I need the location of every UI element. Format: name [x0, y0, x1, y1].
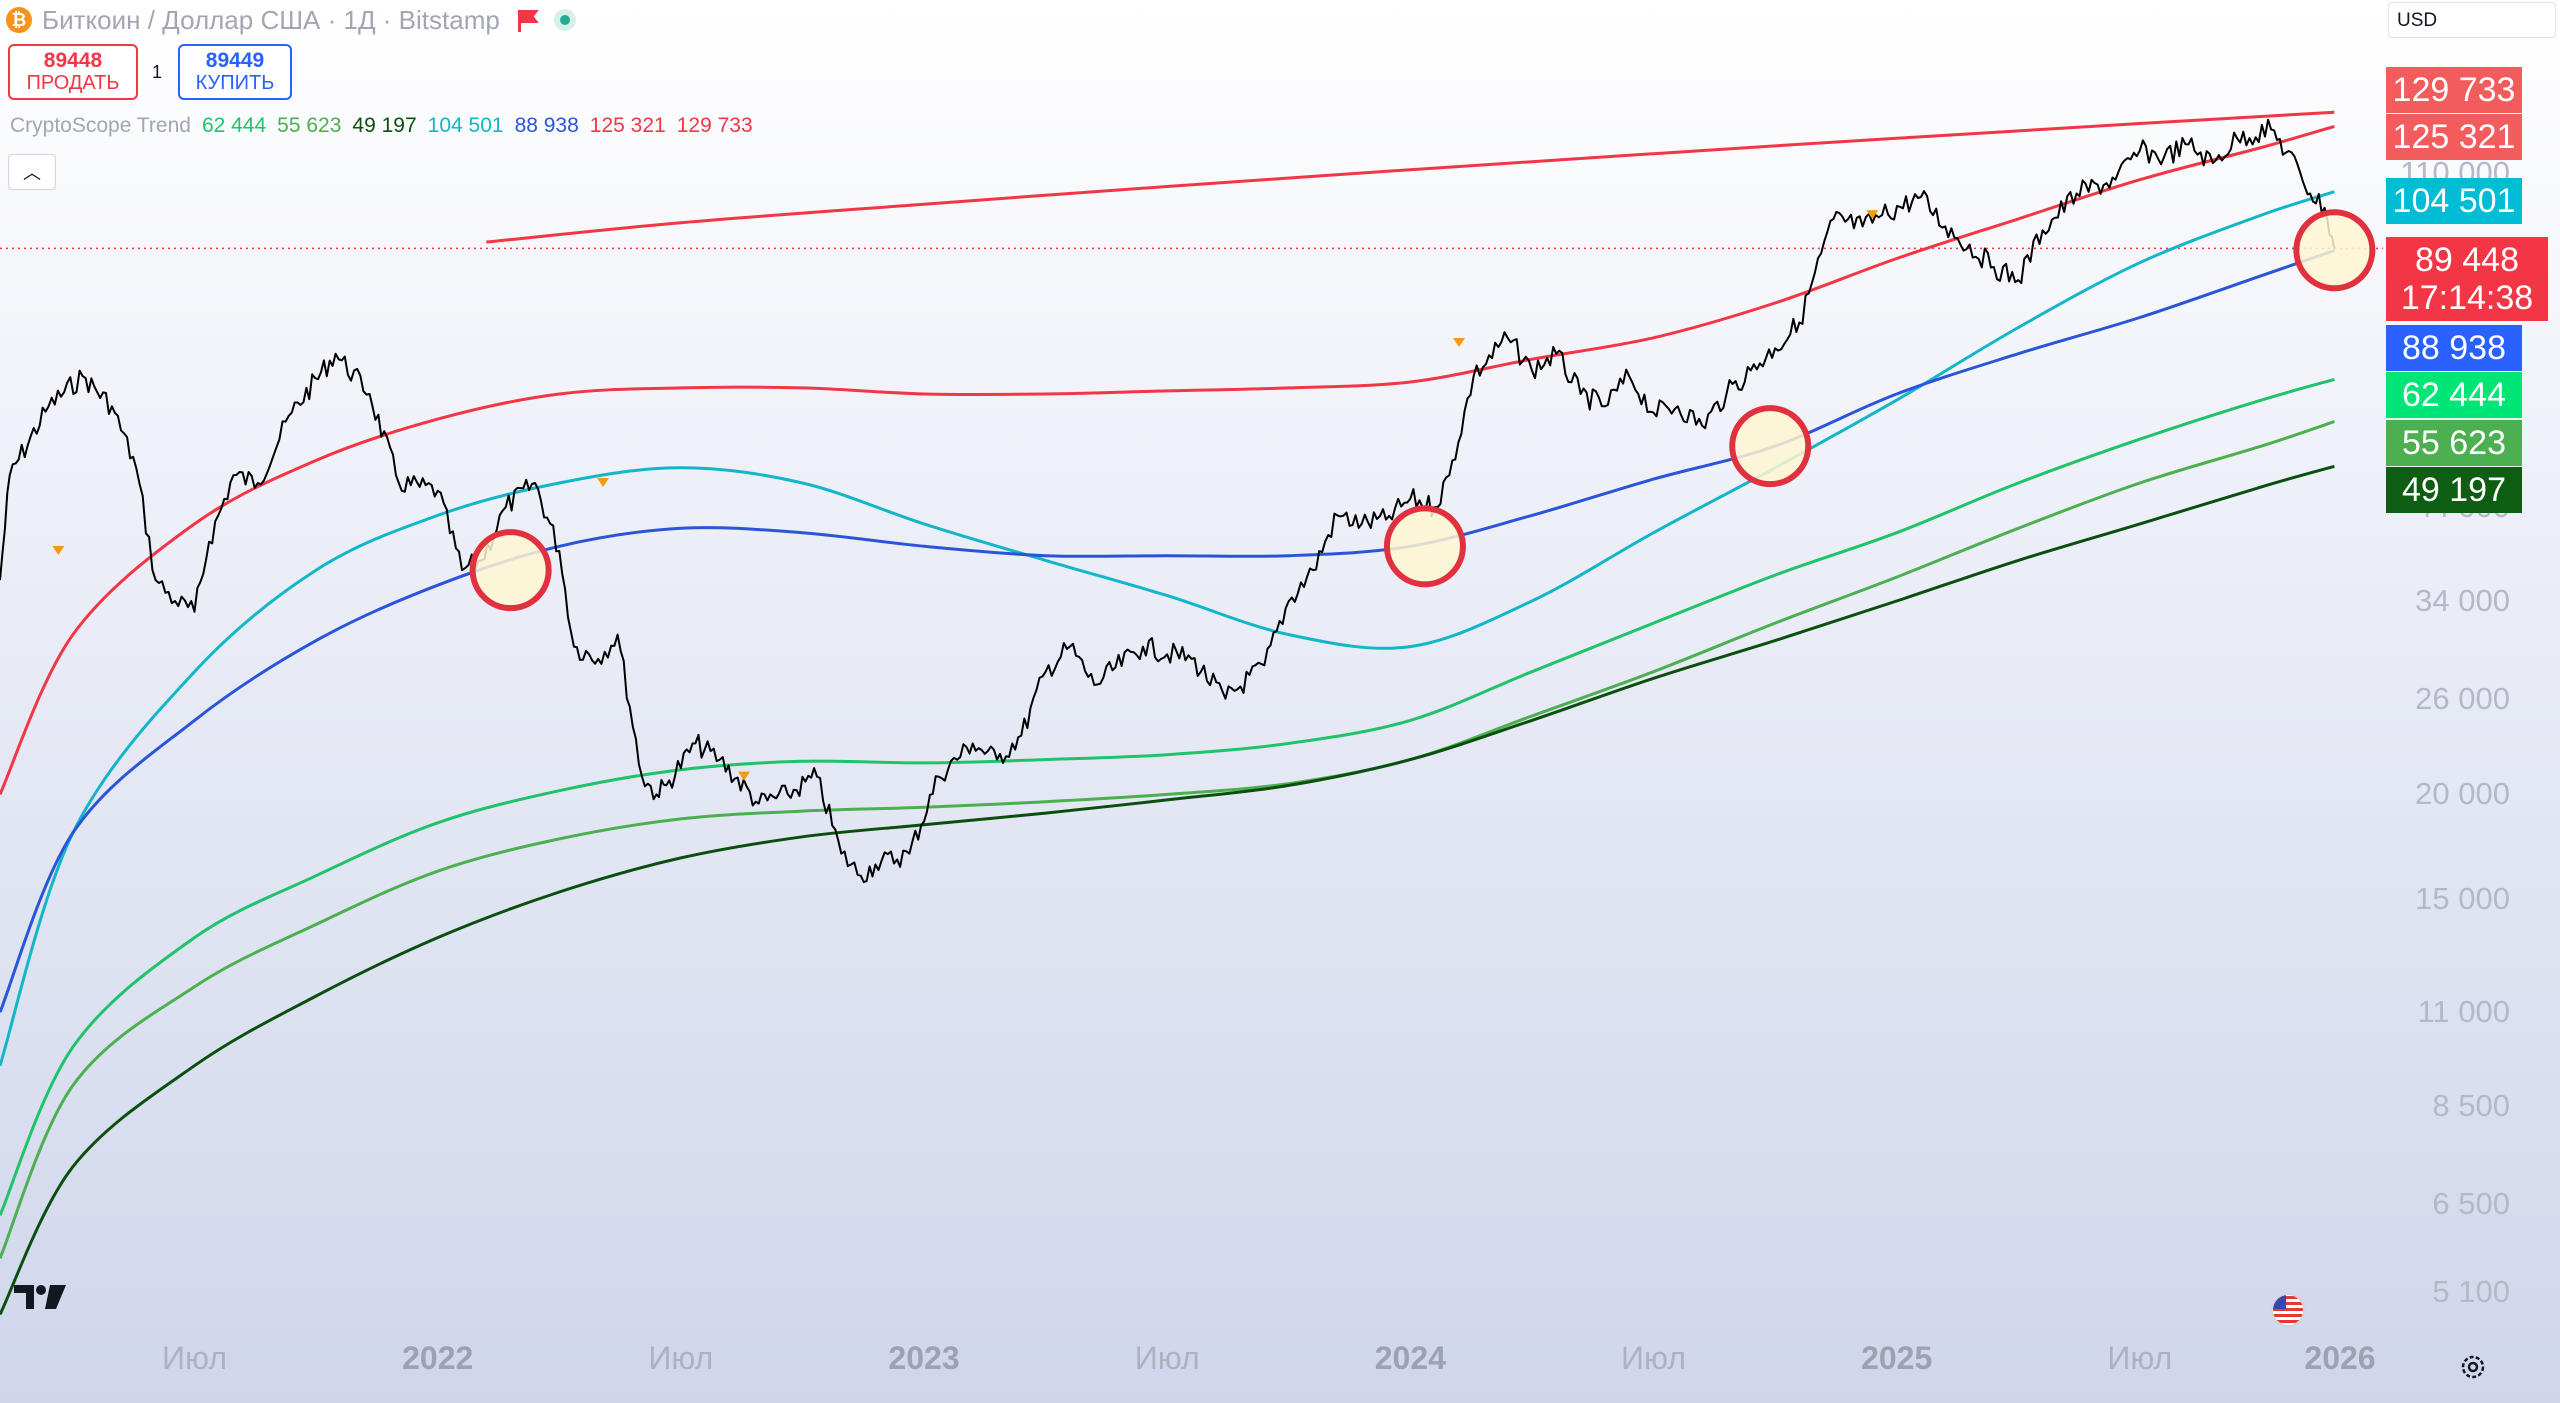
indicator-value: 62 444 — [201, 114, 267, 137]
price-badge: 49 197 — [2386, 467, 2522, 513]
signal-marker — [52, 545, 65, 555]
market-status-icon — [553, 9, 576, 31]
price-series — [0, 118, 2336, 883]
symbol-title[interactable]: Биткоин / Доллар США · 1Д · Bitstamp — [42, 4, 500, 35]
price-tick-label: 5 100 — [2432, 1274, 2510, 1310]
signal-marker — [1866, 210, 1879, 220]
settings-icon[interactable] — [2458, 1352, 2488, 1382]
signal-marker — [1452, 338, 1465, 348]
trend-band-line — [0, 420, 2335, 1259]
indicator-value: 125 321 — [589, 114, 666, 137]
price-badge-value: 104 501 — [2392, 182, 2516, 220]
price-badge: 62 444 — [2386, 372, 2522, 418]
symbol-header[interactable]: ₿ Биткоин / Доллар США · 1Д · Bitstamp — [6, 2, 576, 38]
highlight-circle[interactable] — [1729, 405, 1812, 488]
buy-price: 89449 — [205, 49, 265, 72]
us-flag-icon[interactable] — [2270, 1292, 2306, 1328]
indicator-value: 129 733 — [676, 114, 753, 137]
time-axis[interactable]: Июл 2022 Июл 2023 Июл 2024 Июл 2025 Июл 2026 — [0, 1340, 2383, 1390]
price-badge: 88 938 — [2386, 325, 2522, 371]
sell-price: 89448 — [43, 49, 103, 72]
indicator-name[interactable]: CryptoScope Trend — [10, 114, 191, 137]
price-badge-value: 129 733 — [2392, 71, 2516, 109]
trend-band-line — [486, 110, 2335, 244]
currency-select[interactable]: USD — [2388, 2, 2556, 38]
flag-icon[interactable] — [516, 9, 540, 32]
time-label-month: Июл — [1621, 1340, 1686, 1376]
price-tick-label: 26 000 — [2415, 680, 2510, 716]
time-label-year: 2024 — [1374, 1340, 1446, 1376]
highlight-circle[interactable] — [2293, 209, 2376, 292]
time-label-month: Июл — [162, 1340, 227, 1376]
indicator-value: 104 501 — [427, 114, 504, 137]
time-label-month: Июл — [648, 1340, 714, 1376]
price-tick-label: 15 000 — [2415, 881, 2510, 917]
trend-band-line — [0, 249, 2335, 1013]
buy-button[interactable]: 89449 КУПИТЬ — [178, 44, 292, 100]
price-tick-label: 6 500 — [2432, 1185, 2510, 1221]
price-badge: 129 733 — [2386, 67, 2522, 113]
indicator-value: 88 938 — [514, 114, 579, 137]
time-label-year: 2026 — [2304, 1340, 2376, 1376]
time-label-year: 2025 — [1861, 1340, 1933, 1376]
price-tick-label: 20 000 — [2415, 776, 2510, 812]
tradingview-logo-icon[interactable] — [12, 1282, 68, 1312]
sell-button[interactable]: 89448 ПРОДАТЬ — [8, 44, 138, 100]
time-label-month: Июл — [1134, 1340, 1200, 1376]
bitcoin-icon: ₿ — [6, 7, 32, 33]
highlight-circle[interactable] — [469, 529, 552, 612]
trend-band-line — [0, 124, 2335, 796]
price-badge-value: 49 197 — [2402, 471, 2506, 509]
buy-label: КУПИТЬ — [195, 72, 275, 94]
signal-marker — [738, 771, 751, 781]
price-badge: 125 321 — [2386, 114, 2522, 160]
price-badge: 104 501 — [2386, 178, 2522, 224]
highlight-circle[interactable] — [1383, 505, 1466, 588]
trend-band-line — [0, 377, 2335, 1216]
indicator-value: 55 623 — [277, 114, 342, 137]
time-label-year: 2023 — [888, 1340, 960, 1376]
spread-value: 1 — [152, 62, 163, 82]
indicator-value: 49 197 — [352, 114, 417, 137]
price-badge: 55 623 — [2386, 420, 2522, 466]
price-badge-value: 55 623 — [2402, 424, 2506, 462]
price-tick-label: 8 500 — [2432, 1088, 2510, 1124]
price-tick-label: 11 000 — [2417, 994, 2510, 1030]
countdown-timer: 17:14:38 — [2400, 279, 2534, 317]
sell-label: ПРОДАТЬ — [26, 72, 120, 94]
price-badge-value: 88 938 — [2402, 329, 2506, 367]
signal-marker — [597, 477, 610, 487]
time-label-month: Июл — [2107, 1340, 2173, 1376]
collapse-legend-button[interactable]: ︿ — [8, 154, 56, 190]
trend-band-line — [0, 190, 2335, 1067]
indicator-legend[interactable]: CryptoScope Trend 62 444 55 623 49 197 1… — [10, 114, 753, 138]
price-tick-label: 34 000 — [2415, 582, 2510, 618]
time-label-year: 2022 — [402, 1340, 474, 1376]
price-badge-value: 62 444 — [2402, 376, 2506, 414]
chevron-up-icon: ︿ — [23, 163, 41, 183]
price-badge: 89 448 17:14:38 — [2386, 237, 2548, 321]
price-badge-value: 125 321 — [2392, 118, 2516, 156]
price-badge-value: 89 448 — [2415, 241, 2519, 279]
trend-band-line — [0, 464, 2335, 1316]
